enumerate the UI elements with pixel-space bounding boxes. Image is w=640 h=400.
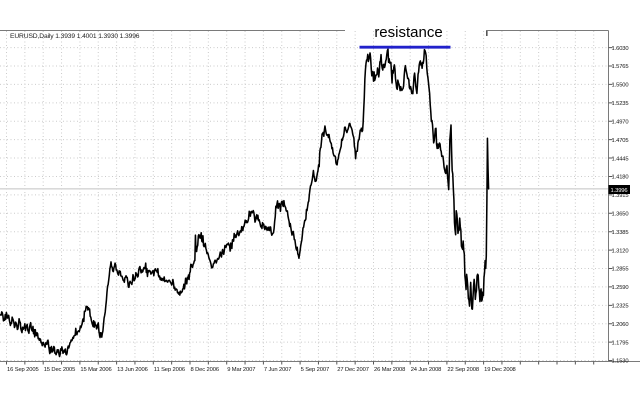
svg-text:1.3120: 1.3120 [612, 248, 629, 254]
svg-text:1.3650: 1.3650 [612, 212, 629, 218]
svg-text:1.5500: 1.5500 [612, 83, 629, 89]
svg-text:1.4445: 1.4445 [612, 156, 629, 162]
svg-text:5 Sep 2007: 5 Sep 2007 [301, 367, 329, 373]
svg-text:1.1530: 1.1530 [612, 359, 629, 365]
svg-text:27 Dec 2007: 27 Dec 2007 [337, 367, 369, 373]
svg-text:1.5765: 1.5765 [612, 64, 629, 70]
svg-text:16 Sep 2005: 16 Sep 2005 [7, 367, 39, 373]
svg-text:1.4970: 1.4970 [612, 119, 629, 125]
svg-text:1.1795: 1.1795 [612, 340, 629, 346]
svg-text:15 Dec 2005: 15 Dec 2005 [44, 367, 76, 373]
svg-text:15 Mar 2006: 15 Mar 2006 [80, 367, 111, 373]
svg-text:1.3996: 1.3996 [611, 188, 628, 194]
svg-text:1.3385: 1.3385 [612, 230, 629, 236]
svg-text:1.4180: 1.4180 [612, 175, 629, 181]
svg-text:1.2855: 1.2855 [612, 267, 629, 273]
svg-text:1.5235: 1.5235 [612, 101, 629, 107]
svg-text:19 Dec 2008: 19 Dec 2008 [484, 367, 516, 373]
svg-text:EURUSD,Daily 1.3939 1.4001 1.: EURUSD,Daily 1.3939 1.4001 1.3930 1.3996 [10, 33, 140, 40]
svg-text:1.2060: 1.2060 [612, 322, 629, 328]
svg-text:resistance: resistance [374, 24, 442, 41]
svg-text:1.4705: 1.4705 [612, 138, 629, 144]
svg-text:8 Dec 2006: 8 Dec 2006 [191, 367, 219, 373]
svg-text:9 Mar 2007: 9 Mar 2007 [227, 367, 255, 373]
svg-text:7 Jun 2007: 7 Jun 2007 [264, 367, 292, 373]
svg-text:11 Sep 2006: 11 Sep 2006 [154, 367, 185, 373]
svg-text:1.2325: 1.2325 [612, 304, 629, 310]
svg-text:22 Sep 2008: 22 Sep 2008 [447, 367, 479, 373]
svg-text:1.6030: 1.6030 [612, 46, 629, 52]
svg-text:26 Mar 2008: 26 Mar 2008 [374, 367, 405, 373]
svg-text:24 Jun 2008: 24 Jun 2008 [411, 367, 442, 373]
svg-text:1.3915: 1.3915 [612, 193, 629, 199]
svg-text:13 Jun 2006: 13 Jun 2006 [117, 367, 148, 373]
svg-text:1.2590: 1.2590 [612, 285, 629, 291]
